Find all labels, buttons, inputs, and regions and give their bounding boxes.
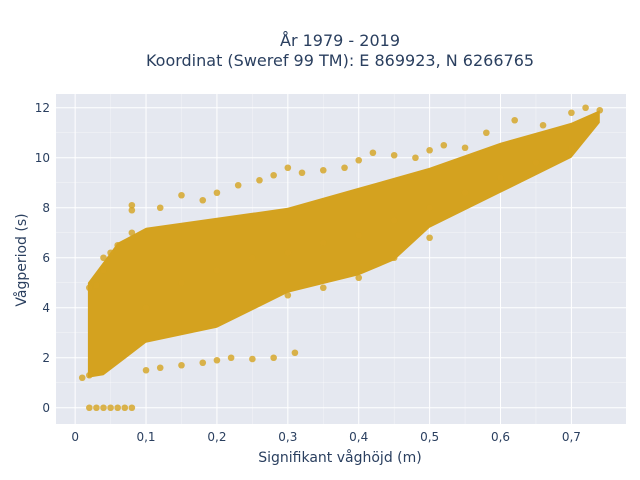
data-point [86, 284, 93, 292]
data-point [256, 176, 263, 184]
data-point [100, 266, 107, 274]
data-point [128, 404, 136, 412]
data-point [284, 249, 292, 257]
data-point [213, 266, 221, 274]
data-point [341, 164, 348, 172]
y-tick-label: 4 [42, 301, 50, 315]
data-point [355, 274, 363, 282]
data-point [568, 144, 575, 152]
data-point [319, 166, 327, 174]
data-point [114, 404, 121, 412]
y-tick-label: 12 [35, 101, 50, 115]
data-point [596, 106, 604, 114]
data-point [249, 355, 256, 363]
data-point [497, 174, 504, 182]
data-point [128, 229, 136, 237]
data-point [199, 359, 207, 367]
data-point [355, 231, 363, 239]
dense-point-cloud [87, 110, 600, 378]
data-point [426, 146, 433, 154]
data-point [412, 154, 419, 162]
data-point [128, 206, 136, 214]
data-point [426, 234, 433, 242]
x-tick-label: 0,5 [420, 430, 439, 444]
data-point [284, 164, 292, 172]
data-point [298, 169, 306, 177]
data-point [86, 371, 93, 379]
x-tick-label: 0,1 [136, 430, 155, 444]
data-point [107, 404, 114, 412]
x-tick-label: 0,6 [491, 430, 510, 444]
data-point [114, 241, 121, 249]
data-point [78, 374, 86, 382]
data-point [128, 201, 136, 209]
data-point [284, 291, 292, 299]
y-axis-label: Vågperiod (s) [13, 213, 30, 306]
data-points [78, 104, 604, 412]
data-point [440, 141, 448, 149]
data-point [234, 181, 242, 189]
data-point [270, 354, 277, 362]
data-point [319, 239, 327, 247]
data-point [142, 304, 150, 312]
data-point [426, 204, 433, 212]
data-point [532, 159, 540, 167]
data-point [213, 189, 221, 197]
y-tick-label: 6 [42, 251, 50, 265]
data-point [390, 254, 398, 262]
data-point [539, 121, 547, 129]
data-point [86, 404, 93, 412]
y-tick-labels: 0 2 4 6 8 10 12 [35, 101, 50, 415]
x-tick-label: 0,3 [278, 430, 297, 444]
y-tick-label: 2 [42, 351, 50, 365]
x-tick-label: 0 [71, 430, 79, 444]
data-point [121, 404, 129, 412]
x-tick-label: 0,2 [207, 430, 226, 444]
chart-title-line2: Koordinat (Sweref 99 TM): E 869923, N 62… [146, 51, 534, 70]
data-point [270, 171, 277, 179]
data-point [199, 196, 207, 204]
x-tick-label: 0,4 [349, 430, 368, 444]
y-tick-label: 0 [42, 401, 50, 415]
data-point [178, 361, 185, 369]
x-tick-label: 0,7 [562, 430, 581, 444]
y-tick-label: 8 [42, 201, 50, 215]
data-point [568, 109, 575, 117]
x-axis-label: Signifikant våghöjd (m) [258, 449, 421, 466]
data-point [291, 349, 299, 357]
data-point [511, 116, 518, 124]
data-point [355, 156, 363, 164]
data-point [100, 404, 107, 412]
data-point [178, 279, 185, 287]
data-point [107, 249, 114, 257]
chart-title-line1: År 1979 - 2019 [280, 31, 400, 50]
data-point [142, 366, 150, 374]
data-point [369, 149, 377, 157]
data-point [156, 204, 164, 212]
x-tick-labels: 0 0,1 0,2 0,3 0,4 0,5 0,6 0,7 [71, 430, 581, 444]
data-point [390, 151, 398, 159]
data-point [227, 354, 235, 362]
data-point [390, 216, 398, 224]
data-point [582, 104, 589, 112]
y-tick-label: 10 [35, 151, 50, 165]
data-point [319, 284, 327, 292]
data-point [178, 191, 185, 199]
data-point [93, 281, 100, 289]
data-point [461, 189, 469, 197]
data-point [461, 144, 469, 152]
data-point [249, 254, 256, 262]
data-point [156, 364, 164, 372]
data-point [213, 356, 221, 364]
data-point [100, 254, 107, 262]
data-point [483, 129, 490, 137]
data-point [93, 404, 100, 412]
dense-band [87, 110, 600, 378]
